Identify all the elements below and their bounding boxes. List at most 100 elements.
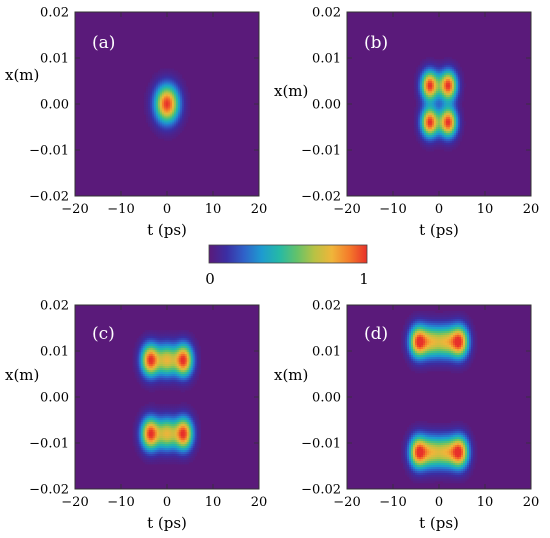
- heatmap-cell: [186, 376, 189, 379]
- heatmap-cell: [437, 89, 441, 92]
- heatmap-cell: [175, 102, 179, 105]
- heatmap-cell: [461, 321, 464, 324]
- heatmap-cell: [173, 118, 177, 121]
- heatmap-cell: [166, 336, 169, 339]
- heatmap-cell: [151, 110, 155, 113]
- heatmap-cell: [184, 368, 187, 371]
- heatmap-cell: [447, 317, 450, 320]
- heatmap-cell: [179, 114, 183, 117]
- heatmap-cell: [453, 121, 457, 124]
- heatmap-cell: [445, 339, 448, 342]
- heatmap-cell: [148, 372, 151, 375]
- heatmap-cell: [194, 364, 197, 367]
- heatmap-cell: [169, 114, 173, 117]
- heatmap-cell: [457, 95, 461, 98]
- heatmap-cell: [443, 355, 446, 358]
- heatmap-cell: [154, 388, 157, 391]
- heatmap-cell: [145, 118, 149, 121]
- heatmap-cell: [471, 327, 474, 330]
- heatmap-cell: [186, 452, 189, 455]
- heatmap-cell: [167, 76, 171, 79]
- heatmap-cell: [469, 317, 472, 320]
- heatmap-cell: [439, 77, 443, 80]
- heatmap-cell: [161, 118, 165, 121]
- heatmap-cell: [423, 337, 426, 340]
- heatmap-cell: [419, 127, 423, 130]
- heatmap-cell: [174, 448, 177, 451]
- heatmap-cell: [138, 378, 141, 381]
- heatmap-cell: [425, 69, 429, 72]
- heatmap-cell: [415, 343, 418, 346]
- heatmap-cell: [172, 410, 175, 413]
- heatmap-cell: [170, 436, 173, 439]
- heatmap-cell: [427, 363, 430, 366]
- heatmap-cell: [163, 112, 167, 115]
- heatmap-cell: [449, 65, 453, 68]
- heatmap-cell: [161, 74, 165, 77]
- heatmap-cell: [175, 84, 179, 87]
- heatmap-cell: [180, 376, 183, 379]
- heatmap-cell: [417, 319, 420, 322]
- heatmap-cell: [145, 104, 149, 107]
- heatmap-cell: [451, 147, 455, 150]
- heatmap-cell: [449, 93, 453, 96]
- heatmap-cell: [429, 111, 433, 114]
- heatmap-cell: [188, 348, 191, 351]
- heatmap-cell: [445, 323, 448, 326]
- heatmap-cell: [158, 336, 161, 339]
- heatmap-cell: [184, 414, 187, 417]
- heatmap-cell: [186, 382, 189, 385]
- heatmap-cell: [198, 432, 201, 435]
- heatmap-cell: [421, 123, 425, 126]
- heatmap-cell: [156, 452, 159, 455]
- heatmap-cell: [152, 356, 155, 359]
- heatmap-cell: [198, 368, 201, 371]
- heatmap-cell: [173, 72, 177, 75]
- heatmap-cell: [463, 353, 466, 356]
- heatmap-cell: [166, 450, 169, 453]
- heatmap-cell: [453, 365, 456, 368]
- heatmap-cell: [160, 386, 163, 389]
- heatmap-cell: [411, 335, 414, 338]
- heatmap-cell: [190, 410, 193, 413]
- heatmap-cell: [182, 434, 185, 437]
- heatmap-cell: [170, 362, 173, 365]
- heatmap-cell: [433, 147, 437, 150]
- heatmap-cell: [409, 333, 412, 336]
- heatmap-cell: [413, 365, 416, 368]
- heatmap-cell: [190, 406, 193, 409]
- heatmap-cell: [419, 311, 422, 314]
- heatmap-cell: [455, 143, 459, 146]
- heatmap-cell: [461, 311, 464, 314]
- heatmap-cell: [156, 426, 159, 429]
- heatmap-cell: [138, 410, 141, 413]
- heatmap-cell: [177, 106, 181, 109]
- heatmap-cell: [148, 360, 151, 363]
- heatmap-cell: [192, 348, 195, 351]
- heatmap-cell: [421, 71, 425, 74]
- heatmap-cell: [455, 317, 458, 320]
- heatmap-cell: [183, 118, 187, 121]
- heatmap-cell: [455, 369, 458, 372]
- heatmap-cell: [179, 124, 183, 127]
- heatmap-cell: [159, 74, 163, 77]
- heatmap-cell: [441, 123, 445, 126]
- heatmap-cell: [167, 68, 171, 71]
- heatmap-cell: [407, 329, 410, 332]
- heatmap-cell: [150, 460, 153, 463]
- heatmap-cell: [419, 141, 423, 144]
- heatmap-cell: [194, 434, 197, 437]
- heatmap-cell: [443, 357, 446, 360]
- heatmap-cell: [138, 424, 141, 427]
- heatmap-cell: [423, 85, 427, 88]
- heatmap-cell: [173, 106, 177, 109]
- heatmap-cell: [134, 446, 137, 449]
- heatmap-cell: [172, 424, 175, 427]
- heatmap-cell: [146, 460, 149, 463]
- heatmap-cell: [437, 67, 441, 70]
- heatmap-cell: [156, 418, 159, 421]
- heatmap-cell: [403, 355, 406, 358]
- heatmap-cell: [146, 426, 149, 429]
- heatmap-cell: [151, 124, 155, 127]
- heatmap-cell: [142, 382, 145, 385]
